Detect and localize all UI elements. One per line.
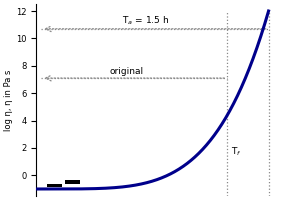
Text: T$_f$: T$_f$ (231, 145, 242, 158)
Text: original: original (110, 67, 144, 76)
Bar (65, 180, 80, 184)
Y-axis label: log η, η in Pa s: log η, η in Pa s (4, 69, 13, 131)
Bar (46, 184, 62, 187)
Text: T$_a$ = 1.5 h: T$_a$ = 1.5 h (122, 14, 169, 27)
